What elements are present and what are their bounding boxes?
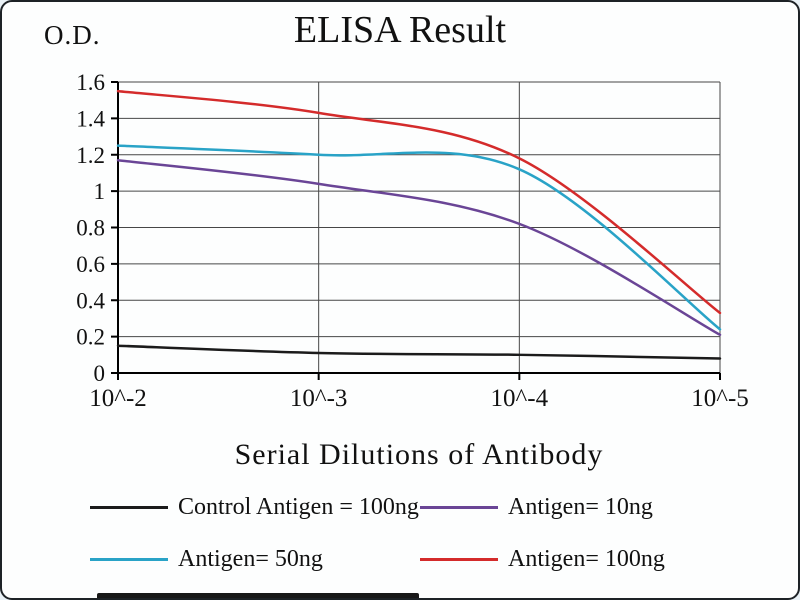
x-tick-label: 10^-2: [89, 385, 147, 412]
y-tick-label: 0.8: [76, 216, 105, 241]
y-tick-label: 0: [94, 361, 106, 386]
y-axis-unit-label: O.D.: [44, 20, 101, 50]
legend-item: Control Antigen = 100ng: [90, 494, 420, 520]
x-tick-label: 10^-3: [290, 385, 348, 412]
x-tick-label: 10^-5: [691, 385, 749, 412]
legend-label: Antigen= 100ng: [508, 545, 665, 572]
series-line: [116, 344, 722, 360]
y-tick-label: 1.6: [76, 70, 105, 95]
legend-label: Control Antigen = 100ng: [178, 493, 419, 520]
y-tick-label: 1.2: [76, 143, 105, 168]
y-tick-label: 1.4: [76, 106, 105, 131]
cropped-element-artifact: [97, 593, 419, 598]
legend-line-swatch: [420, 557, 498, 561]
legend-label: Antigen= 50ng: [178, 545, 323, 572]
y-tick-label: 0.6: [76, 252, 105, 277]
x-axis-title: Serial Dilutions of Antibody: [234, 438, 604, 471]
legend-line-swatch: [90, 557, 168, 561]
legend-label: Antigen= 10ng: [508, 493, 653, 520]
series-line: [116, 144, 722, 331]
legend-item: Antigen= 10ng: [420, 494, 750, 520]
legend-item: Antigen= 100ng: [420, 546, 750, 572]
series-line: [116, 158, 722, 337]
y-tick-label: 0.4: [76, 288, 105, 313]
legend: Control Antigen = 100ng Antigen= 10ng Anti…: [90, 494, 750, 572]
legend-item: Antigen= 50ng: [90, 546, 420, 572]
legend-line-swatch: [90, 505, 168, 509]
y-tick-label: 0.2: [76, 325, 105, 350]
x-tick-label: 10^-4: [491, 385, 549, 412]
chart-title: ELISA Result: [293, 9, 507, 51]
y-tick-label: 1: [94, 179, 106, 204]
series-line: [116, 89, 722, 315]
legend-line-swatch: [420, 505, 498, 509]
plot-area: 0 0.2 0.4 0.6 0.8 1 1.2 1.4 1.6 10^-2 10^-3 10^-4 10…: [76, 70, 749, 412]
